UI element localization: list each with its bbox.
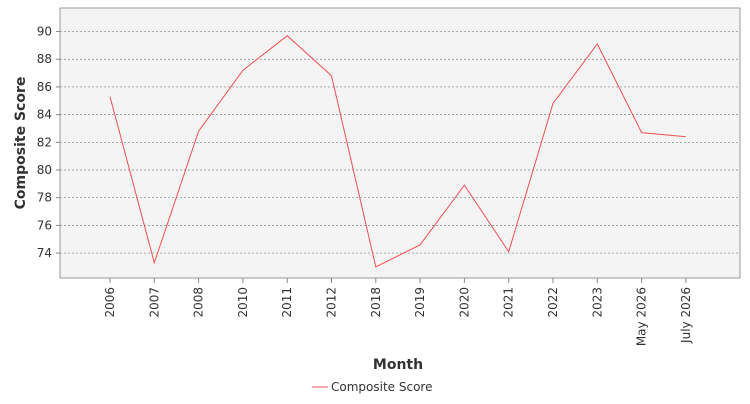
y-tick-label-74: 74 [37, 246, 52, 260]
y-axis-title: Composite Score [13, 77, 29, 210]
series-line-composite-score [109, 35, 686, 268]
y-tick-label-88: 88 [37, 52, 52, 66]
data-point-11 [596, 43, 599, 46]
data-point-4 [286, 34, 289, 37]
x-tick-label-0: 2006 [103, 287, 117, 318]
x-tick-label-10: 2022 [546, 287, 560, 318]
data-point-6 [374, 265, 377, 268]
x-tick-label-9: 2021 [502, 287, 516, 318]
data-point-7 [419, 243, 422, 246]
data-point-8 [463, 184, 466, 187]
y-tick-label-82: 82 [37, 135, 52, 149]
x-tick-label-11: 2023 [590, 287, 604, 318]
x-axis-title: Month [373, 357, 423, 373]
x-tick-label-4: 2011 [280, 287, 294, 318]
x-tick-label-1: 2007 [147, 287, 161, 318]
data-point-0 [109, 95, 112, 98]
data-point-2 [197, 130, 200, 133]
data-point-3 [241, 69, 244, 72]
x-tick-label-7: 2019 [413, 287, 427, 318]
data-point-13 [684, 135, 687, 138]
data-point-12 [640, 131, 643, 134]
grid-lines [60, 31, 740, 254]
data-point-10 [552, 102, 555, 105]
x-tick-label-12: May 2026 [635, 287, 649, 346]
data-point-9 [507, 250, 510, 253]
x-tick-label-5: 2012 [325, 287, 339, 318]
y-tick-label-76: 76 [37, 218, 52, 232]
legend-label-composite-score: Composite Score [331, 380, 432, 394]
y-tick-label-90: 90 [37, 25, 52, 39]
plot-area [59, 7, 741, 279]
x-tick-label-2: 2008 [192, 287, 206, 318]
x-tick-label-3: 2010 [236, 287, 250, 318]
y-tick-label-84: 84 [37, 108, 52, 122]
x-tick-label-13: July 2026 [679, 287, 693, 344]
x-tick-label-6: 2018 [369, 287, 383, 318]
y-tick-label-86: 86 [37, 80, 52, 94]
y-tick-label-80: 80 [37, 163, 52, 177]
data-point-1 [153, 261, 156, 264]
data-point-5 [330, 74, 333, 77]
legend: Composite Score [312, 380, 432, 394]
y-axis-ticks: 74 76 78 80 82 84 86 88 90 [37, 25, 60, 260]
x-axis-ticks: 2006 2007 2008 2010 2011 2012 2018 2019 2020 2021… [103, 278, 693, 346]
series-layer [109, 34, 687, 268]
x-tick-label-8: 2020 [457, 287, 471, 318]
y-tick-label-78: 78 [37, 191, 52, 205]
